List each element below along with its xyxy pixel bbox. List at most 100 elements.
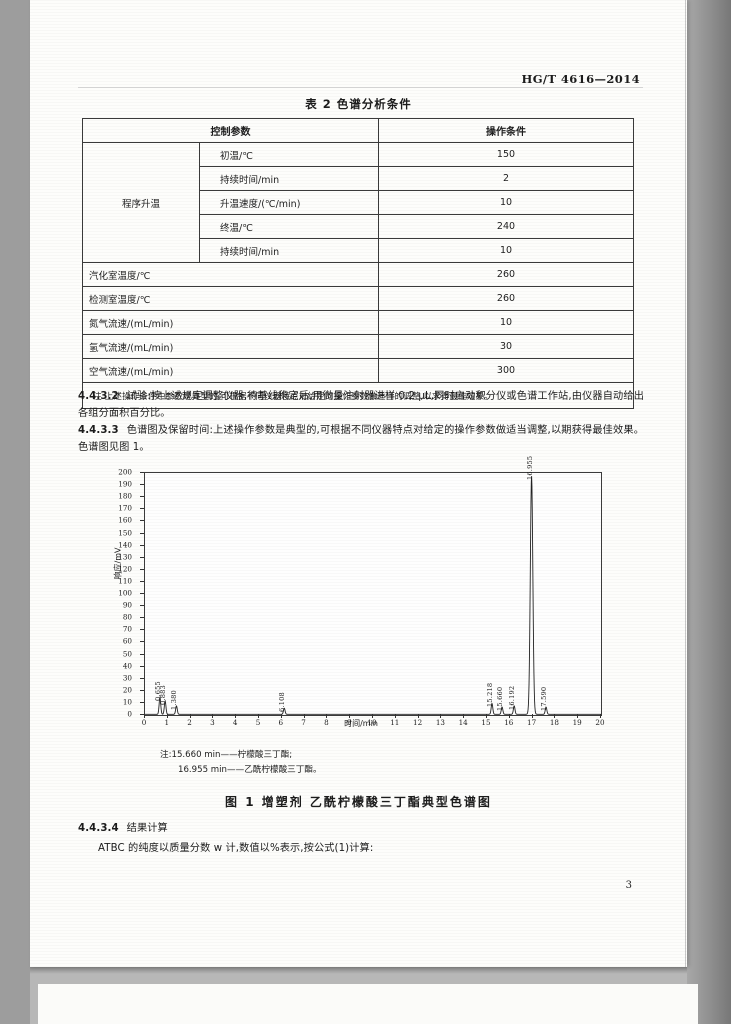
chart-x-tick-mark xyxy=(463,714,465,718)
chart-y-tick-label: 20 xyxy=(122,685,132,695)
chart-y-tick-mark xyxy=(140,689,144,691)
table-cell-label: 氢气流速/(mL/min) xyxy=(82,334,379,359)
chart-x-tick-mark xyxy=(144,714,145,718)
table-cell-value: 10 xyxy=(378,190,634,215)
chart-x-tick-label: 3 xyxy=(210,718,215,727)
section-4432-number: 4.4.3.2 xyxy=(78,391,119,402)
chart-x-tick-mark xyxy=(394,714,396,718)
table-title: 表 2 色谱分析条件 xyxy=(305,97,412,111)
chart-x-tick-label: 1 xyxy=(164,718,170,727)
figure-note-2: 16.955 min——乙酰柠檬酸三丁酯。 xyxy=(178,765,322,775)
chart-y-tick-label: 130 xyxy=(118,552,132,562)
section-4432-text: 试验:按上述规定调整仪器,待基线稳定后,用微量注射器进样 0.2 μL,同时启动… xyxy=(78,391,644,419)
table-row: 程序升温 初温/℃ 150 xyxy=(82,142,634,263)
chart-y-tick-label: 180 xyxy=(118,491,132,501)
chart-y-tick-label: 140 xyxy=(118,540,132,550)
table-header-params: 控制参数 xyxy=(82,118,379,143)
chart-y-tick-mark xyxy=(140,472,144,473)
section-4433-text: 色谱图及保留时间:上述操作参数是典型的,可根据不同仪器特点对给定的操作参数做适当… xyxy=(78,425,644,453)
table-cell-value: 240 xyxy=(378,214,634,239)
chart-peak-label: 6.108 xyxy=(278,692,287,712)
header-divider xyxy=(78,87,643,88)
table-cell-value: 10 xyxy=(378,310,634,335)
chart-peak-label: 15.660 xyxy=(496,686,505,711)
chart-y-tick-mark xyxy=(140,701,144,703)
chromatogram-figure: 响应/mV 0 10 20 30 40 50 60 70 80 90 100 110 120 130 140… xyxy=(106,455,616,728)
chart-y-tick-label: 70 xyxy=(122,624,132,634)
table-cell-label: 持续时间/min xyxy=(199,238,379,263)
scanner-left-margin xyxy=(0,0,30,1024)
chart-y-tick-label: 110 xyxy=(118,576,132,586)
page-edge-rule xyxy=(685,0,686,967)
chart-y-tick-mark xyxy=(140,532,144,534)
chart-y-tick-mark xyxy=(140,665,144,667)
chart-y-tick-mark xyxy=(140,556,144,558)
chart-y-tick-label: 0 xyxy=(127,709,132,719)
table-note: 注:上述操作条件中参数是典型的,可根据不同仪器特点对给定的操作参数做适当的调整,… xyxy=(82,382,634,409)
chart-x-tick-mark xyxy=(440,714,442,718)
chart-y-tick-mark xyxy=(140,568,144,570)
chart-x-tick-label: 10 xyxy=(367,718,377,727)
chart-y-tick-label: 30 xyxy=(122,673,132,683)
table-cell-label: 终温/℃ xyxy=(199,214,379,239)
chart-x-tick-label: 13 xyxy=(435,718,445,727)
table-row: 持续时间/min 2 xyxy=(83,166,634,191)
chart-x-tick-label: 19 xyxy=(572,718,582,727)
chart-x-tick-mark xyxy=(258,714,259,718)
chart-x-tick-label: 12 xyxy=(413,718,423,727)
table-row: 检测室温度/℃ 260 xyxy=(82,286,634,311)
table-note-row: 注:上述操作条件中参数是典型的,可根据不同仪器特点对给定的操作参数做适当的调整,… xyxy=(82,382,634,409)
page-bottom-shadow xyxy=(30,967,687,974)
table-cell-value: 150 xyxy=(378,142,634,167)
chart-y-tick-label: 80 xyxy=(122,612,132,622)
section-4433-number: 4.4.3.3 xyxy=(78,425,119,436)
chart-x-tick-mark xyxy=(349,714,351,718)
section-4432: 4.4.3.2 试验:按上述规定调整仪器,待基线稳定后,用微量注射器进样 0.2 … xyxy=(78,388,644,422)
chart-y-tick-label: 50 xyxy=(122,649,132,658)
chart-x-tick-label: 4 xyxy=(232,718,238,727)
chromatography-conditions-table: 控制参数 操作条件 程序升温 初温/℃ 150 持续时间/min 2 升温速度/(℃/min)… xyxy=(82,118,634,409)
chart-x-tick-mark xyxy=(212,714,214,718)
figure-caption: 图 1 增塑剂 乙酰柠檬酸三丁酯典型色谱图 xyxy=(225,795,492,809)
chart-x-tick-mark xyxy=(280,714,282,718)
scanner-right-margin xyxy=(687,0,731,1024)
table-cell-label: 汽化室温度/℃ xyxy=(82,262,379,287)
chart-y-tick-label: 170 xyxy=(118,503,132,513)
chart-x-tick-mark xyxy=(372,714,373,718)
chart-x-tick-mark xyxy=(577,714,579,718)
table-cell-value: 260 xyxy=(378,262,634,287)
chart-y-tick-label: 40 xyxy=(122,661,132,671)
chart-x-tick-mark xyxy=(600,714,601,718)
page-content: HG/T 4616—2014 表 2 色谱分析条件 控制参数 操作条件 程序升温 初温… xyxy=(30,0,687,967)
table-cell-label: 空气流速/(mL/min) xyxy=(82,358,379,383)
table-cell-label: 氮气流速/(mL/min) xyxy=(82,310,379,335)
chart-y-tick-mark xyxy=(140,520,144,522)
standard-code-header: HG/T 4616—2014 xyxy=(521,72,640,86)
chart-y-tick-mark xyxy=(140,593,144,594)
table-cell-value: 2 xyxy=(378,166,634,191)
next-page-strip xyxy=(38,984,698,1024)
figure-note-1: 注:15.660 min——柠檬酸三丁酯; xyxy=(160,750,293,760)
chart-y-tick-label: 120 xyxy=(118,564,132,574)
result-paragraph: ATBC 的纯度以质量分数 w 计,数值以%表示,按公式(1)计算: xyxy=(78,840,644,857)
chart-x-tick-mark xyxy=(326,714,328,718)
chart-y-tick-mark xyxy=(140,508,144,510)
chart-x-tick-label: 15 xyxy=(481,718,491,727)
chart-x-tick-label: 6 xyxy=(278,718,284,727)
section-4434-number: 4.4.3.4 xyxy=(78,823,119,834)
result-paragraph-text: ATBC 的纯度以质量分数 w 计,数值以%表示,按公式(1)计算: xyxy=(98,843,374,854)
chart-x-tick-label: 7 xyxy=(301,718,306,727)
document-page: HG/T 4616—2014 表 2 色谱分析条件 控制参数 操作条件 程序升温 初温… xyxy=(30,0,687,967)
chart-y-tick-mark xyxy=(140,544,144,546)
chart-x-tick-mark xyxy=(235,714,237,718)
table-header-row: 控制参数 操作条件 xyxy=(82,118,634,143)
chart-x-tick-label: 14 xyxy=(458,718,468,727)
chart-y-tick-label: 200 xyxy=(118,467,132,477)
chart-x-tick-label: 17 xyxy=(527,718,537,727)
chart-x-axis-label: 时间/min xyxy=(344,719,378,728)
chart-x-tick-mark xyxy=(417,714,419,718)
chart-x-tick-label: 11 xyxy=(390,718,400,727)
chart-x-tick-label: 18 xyxy=(549,718,559,727)
chart-x-tick-mark xyxy=(554,714,556,718)
table-cell-value: 10 xyxy=(378,238,634,263)
